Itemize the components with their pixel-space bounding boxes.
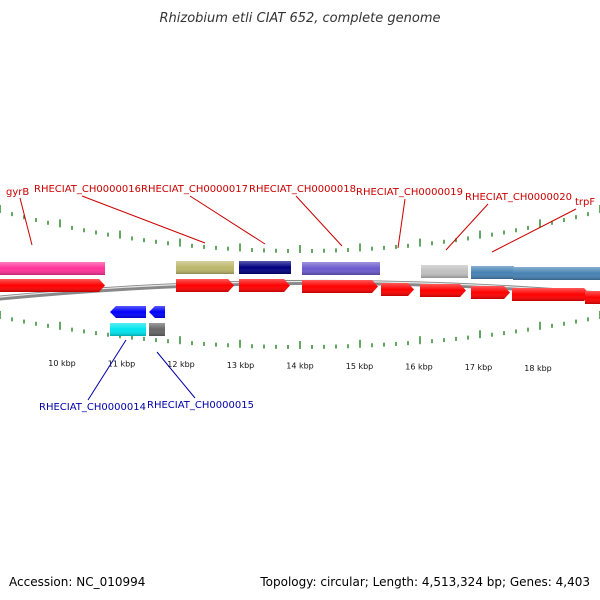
reverse-cds-arrow-shade-2 xyxy=(149,306,165,318)
leader-line-forward-1 xyxy=(19,197,33,246)
cds-arrow-shade-1 xyxy=(0,279,105,292)
outer-tick-ring xyxy=(0,205,600,253)
gene-label-RHECIAT_CH0000019[interactable]: RHECIAT_CH0000019 xyxy=(356,187,463,198)
gene-label-RHECIAT_CH0000017[interactable]: RHECIAT_CH0000017 xyxy=(141,184,248,195)
gene-label-RHECIAT_CH0000020[interactable]: RHECIAT_CH0000020 xyxy=(465,192,572,203)
gene-label-RHECIAT_CH0000018[interactable]: RHECIAT_CH0000018 xyxy=(249,184,356,195)
cds-arrow-shade-4 xyxy=(302,280,378,293)
kbp-axis: 10 kbp 11 kbp 12 kbp 13 kbp 14 kbp 15 kbp 16 k… xyxy=(48,359,552,373)
leader-line-forward-6 xyxy=(445,203,489,251)
kbp-tick-label: 18 kbp xyxy=(524,364,552,373)
gene-label-RHECIAT_CH0000016[interactable]: RHECIAT_CH0000016 xyxy=(34,184,141,195)
kbp-tick-label: 12 kbp xyxy=(167,360,195,369)
leader-line-reverse-2 xyxy=(156,351,196,399)
reverse-feature-track xyxy=(110,306,165,336)
cds-arrow-shade-8 xyxy=(512,288,590,301)
gene-label-trpF[interactable]: trpF xyxy=(575,197,595,208)
gene-label-RHECIAT_CH0000015[interactable]: RHECIAT_CH0000015 xyxy=(147,400,254,411)
kbp-tick-label: 11 kbp xyxy=(108,360,136,369)
cds-arrow-shade-5 xyxy=(381,283,414,296)
cog-box-shade-RHECIAT_CH0000017 xyxy=(239,261,291,274)
kbp-tick-label: 15 kbp xyxy=(346,362,374,371)
cog-box-shade-RHECIAT_CH0000016 xyxy=(176,261,234,274)
kbp-tick-label: 13 kbp xyxy=(227,361,255,370)
cog-box-shade-gyrB xyxy=(0,262,105,275)
cds-arrow-shade-6 xyxy=(420,284,466,297)
cog-box-shade-RHECIAT_CH0000019 xyxy=(421,265,468,278)
cog-box-shade-RHECIAT_CH0000020 xyxy=(471,266,514,279)
cog-box-shade-RHECIAT_CH0000018 xyxy=(302,262,380,275)
kbp-tick-label: 10 kbp xyxy=(48,359,76,368)
cog-feature-track xyxy=(0,261,600,280)
kbp-tick-label: 17 kbp xyxy=(465,363,493,372)
leader-line-forward-4 xyxy=(295,195,343,247)
kbp-tick-label: 14 kbp xyxy=(286,361,314,370)
leader-line-forward-3 xyxy=(189,195,266,245)
cog-box-shade-RHECIAT_CH0000014 xyxy=(110,323,146,336)
leader-line-forward-7 xyxy=(491,208,577,253)
cds-arrow-shade-3 xyxy=(239,279,290,292)
leader-line-reverse-1 xyxy=(87,339,127,401)
cog-box-shade-trpF xyxy=(513,267,600,280)
cds-feature-track xyxy=(0,279,600,304)
label-leader-lines xyxy=(19,195,577,401)
map-title: Rhizobium etli CIAT 652, complete genome xyxy=(160,11,441,26)
gene-label-gyrB[interactable]: gyrB xyxy=(6,187,29,198)
cog-box-shade-RHECIAT_CH0000015 xyxy=(149,323,165,336)
leader-line-forward-2 xyxy=(81,195,206,244)
cds-arrow-shade-9 xyxy=(585,291,600,304)
cds-arrow-shade-7 xyxy=(471,286,510,299)
leader-line-forward-5 xyxy=(397,198,406,249)
gene-label-RHECIAT_CH0000014[interactable]: RHECIAT_CH0000014 xyxy=(39,402,146,413)
inner-tick-ring xyxy=(0,311,600,349)
reverse-cds-arrow-shade-1 xyxy=(110,306,146,318)
cds-arrow-shade-2 xyxy=(176,279,234,292)
footer-accession: Accession: NC_010994 xyxy=(9,575,145,589)
kbp-tick-label: 16 kbp xyxy=(405,363,433,372)
footer-summary: Topology: circular; Length: 4,513,324 bp… xyxy=(259,575,590,589)
